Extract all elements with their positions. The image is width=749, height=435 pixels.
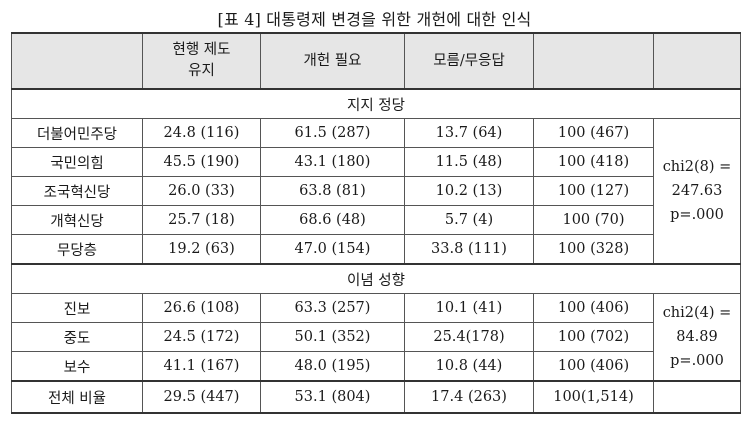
row-label: 전체 비율 [11, 380, 143, 414]
cell: 17.4 (263) [404, 380, 534, 414]
row-label: 개혁신당 [11, 205, 143, 235]
table-row: 개혁신당 25.7 (18) 68.6 (48) 5.7 (4) 100 (70… [11, 205, 741, 235]
cell: 45.5 (190) [142, 147, 261, 177]
section-title: 이념 성향 [11, 263, 741, 294]
cell: 63.3 (257) [260, 293, 405, 323]
cell: 100 (702) [533, 322, 654, 352]
survey-table: 현행 제도 유지 개헌 필요 모름/무응답 지지 정당 더불어민주당 24.8 … [11, 32, 741, 414]
cell: 100 (406) [533, 351, 654, 382]
cell: 100 (127) [533, 176, 654, 206]
row-label: 진보 [11, 293, 143, 323]
header-cell-amend-needed: 개헌 필요 [260, 32, 405, 90]
header-cell-dont-know: 모름/무응답 [404, 32, 534, 90]
section-row-ideology: 이념 성향 [11, 263, 741, 294]
cell: 33.8 (111) [404, 234, 534, 265]
row-label: 조국혁신당 [11, 176, 143, 206]
cell: 24.8 (116) [142, 118, 261, 148]
header-keep-line2: 유지 [188, 63, 215, 79]
cell: 47.0 (154) [260, 234, 405, 265]
stat-line: p=.000 [670, 207, 724, 223]
cell: 13.7 (64) [404, 118, 534, 148]
stat-line: p=.000 [670, 353, 724, 369]
cell: 41.1 (167) [142, 351, 261, 382]
cell: 10.1 (41) [404, 293, 534, 323]
cell: 61.5 (287) [260, 118, 405, 148]
row-label: 더불어민주당 [11, 118, 143, 148]
cell: 24.5 (172) [142, 322, 261, 352]
row-label: 국민의힘 [11, 147, 143, 177]
cell: 43.1 (180) [260, 147, 405, 177]
cell: 10.8 (44) [404, 351, 534, 382]
header-row: 현행 제도 유지 개헌 필요 모름/무응답 [11, 32, 741, 90]
row-label: 보수 [11, 351, 143, 382]
header-cell-stat [653, 32, 741, 90]
table-row: 더불어민주당 24.8 (116) 61.5 (287) 13.7 (64) 1… [11, 118, 741, 265]
table-row: 무당층 19.2 (63) 47.0 (154) 33.8 (111) 100 … [11, 234, 741, 265]
chi-square-stat: chi2(4) = 84.89 p=.000 [653, 293, 741, 382]
cell: 25.4(178) [404, 322, 534, 352]
cell: 26.0 (33) [142, 176, 261, 206]
cell: 29.5 (447) [142, 380, 261, 414]
header-keep-line1: 현행 제도 [172, 42, 231, 58]
cell: 10.2 (13) [404, 176, 534, 206]
header-cell-total [533, 32, 654, 90]
stat-line: chi2(8) = [662, 159, 732, 175]
cell: 100(1,514) [533, 380, 654, 414]
total-row: 전체 비율 29.5 (447) 53.1 (804) 17.4 (263) 1… [11, 380, 741, 414]
cell: 5.7 (4) [404, 205, 534, 235]
cell: 25.7 (18) [142, 205, 261, 235]
table-row: 조국혁신당 26.0 (33) 63.8 (81) 10.2 (13) 100 … [11, 176, 741, 206]
table-row: 진보 26.6 (108) 63.3 (257) 10.1 (41) 100 (… [11, 293, 741, 382]
section-title: 지지 정당 [11, 88, 741, 119]
cell: 100 (418) [533, 147, 654, 177]
chi-square-stat: chi2(8) = 247.63 p=.000 [653, 118, 741, 265]
stat-line: 84.89 [676, 329, 718, 345]
cell: 53.1 (804) [260, 380, 405, 414]
stat-line: chi2(4) = [662, 305, 732, 321]
stat-line: 247.63 [671, 183, 723, 199]
section-row-party: 지지 정당 [11, 88, 741, 119]
table-row: 국민의힘 45.5 (190) 43.1 (180) 11.5 (48) 100… [11, 147, 741, 177]
cell: 68.6 (48) [260, 205, 405, 235]
cell: 19.2 (63) [142, 234, 261, 265]
cell: 26.6 (108) [142, 293, 261, 323]
cell-empty [653, 380, 741, 414]
cell: 63.8 (81) [260, 176, 405, 206]
header-cell-empty [11, 32, 143, 90]
cell: 100 (406) [533, 293, 654, 323]
cell: 50.1 (352) [260, 322, 405, 352]
table-row: 중도 24.5 (172) 50.1 (352) 25.4(178) 100 (… [11, 322, 741, 352]
cell: 100 (70) [533, 205, 654, 235]
header-cell-keep-current: 현행 제도 유지 [142, 32, 261, 90]
row-label: 무당층 [11, 234, 143, 265]
table-row: 보수 41.1 (167) 48.0 (195) 10.8 (44) 100 (… [11, 351, 741, 382]
cell: 11.5 (48) [404, 147, 534, 177]
cell: 48.0 (195) [260, 351, 405, 382]
row-label: 중도 [11, 322, 143, 352]
cell: 100 (328) [533, 234, 654, 265]
cell: 100 (467) [533, 118, 654, 148]
table-caption: [표 4] 대통령제 변경을 위한 개헌에 대한 인식 [217, 10, 532, 29]
